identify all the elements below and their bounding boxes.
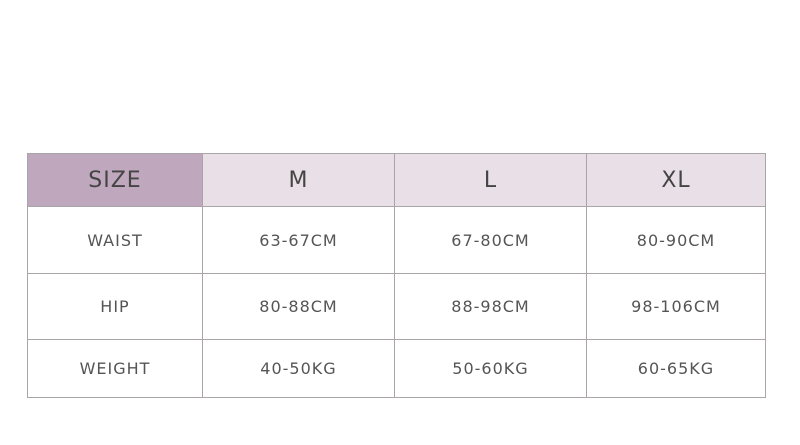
table-row: HIP 80-88CM 88-98CM 98-106CM [27,273,766,340]
table-row: WEIGHT 40-50KG 50-60KG 60-65KG [27,339,766,398]
size-chart-table: SIZE M L XL WAIST 63-67CM 67-80CM 80-90C… [27,153,766,398]
header-size: SIZE [27,153,203,207]
table-row: WAIST 63-67CM 67-80CM 80-90CM [27,206,766,274]
row-label: WEIGHT [27,339,203,398]
header-row: SIZE M L XL [27,153,766,207]
cell: 63-67CM [202,206,395,274]
cell: 67-80CM [394,206,587,274]
cell: 60-65KG [586,339,766,398]
row-label: HIP [27,273,203,340]
cell: 50-60KG [394,339,587,398]
cell: 80-90CM [586,206,766,274]
header-m: M [202,153,395,207]
header-xl: XL [586,153,766,207]
header-l: L [394,153,587,207]
cell: 80-88CM [202,273,395,340]
cell: 88-98CM [394,273,587,340]
cell: 98-106CM [586,273,766,340]
cell: 40-50KG [202,339,395,398]
row-label: WAIST [27,206,203,274]
